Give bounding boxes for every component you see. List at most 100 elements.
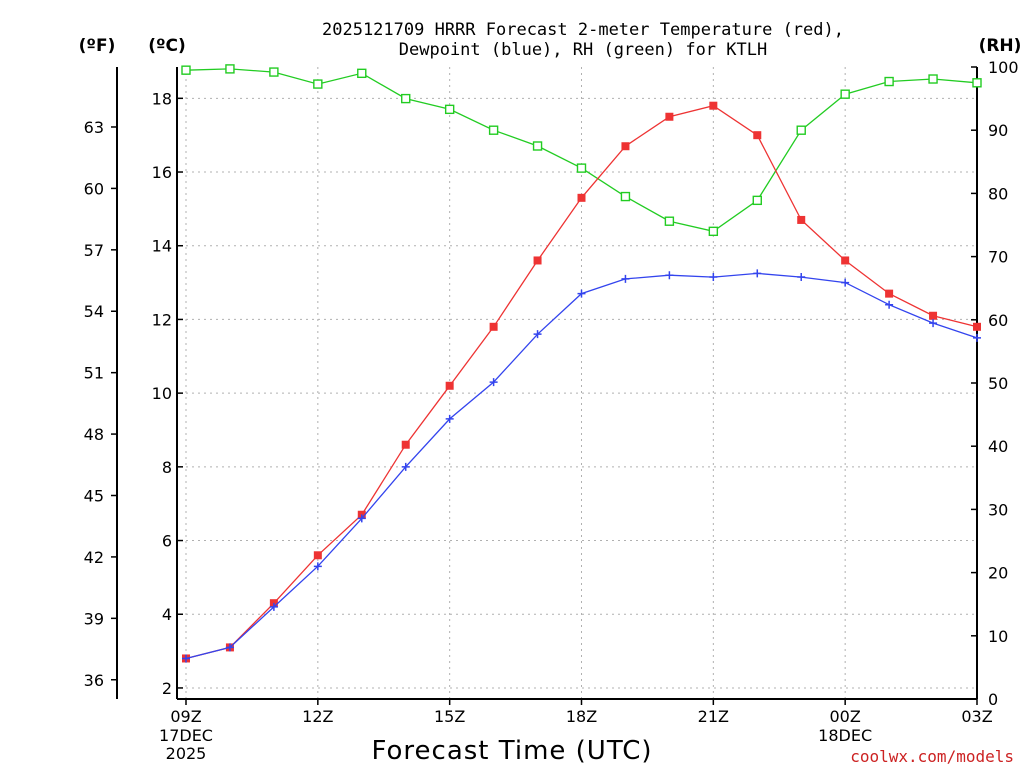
rh-tick-label: 0: [988, 690, 998, 709]
temp-point: [533, 256, 542, 265]
rh-point: [972, 78, 982, 88]
temp-point: [621, 142, 630, 151]
temp-point: [577, 193, 586, 202]
series-dew: [182, 269, 981, 663]
temp-point: [797, 215, 806, 224]
dewpoint-point: [577, 289, 586, 298]
dewpoint-point: [489, 378, 498, 387]
series-layer: [181, 64, 982, 663]
celsius-tick-label: 18: [152, 89, 172, 108]
rh-tick-label: 20: [988, 564, 1008, 583]
fahrenheit-tick-label: 51: [84, 364, 104, 383]
dewpoint-point: [841, 278, 850, 287]
fahrenheit-tick-label: 63: [84, 118, 104, 137]
x-tick-label: 09Z: [170, 707, 201, 726]
x-tick-label: 03Z: [961, 707, 992, 726]
dewpoint-point: [885, 300, 894, 309]
rh-tick-label: 50: [988, 374, 1008, 393]
celsius-tick-label: 16: [152, 163, 172, 182]
rh-point: [444, 104, 455, 115]
rh-point: [840, 89, 850, 99]
rh-point: [401, 93, 411, 104]
temp-point: [753, 131, 762, 140]
rh-point: [225, 64, 235, 74]
dewpoint-point: [225, 643, 234, 652]
celsius-tick-label: 8: [162, 458, 172, 477]
rh-point: [181, 65, 191, 75]
rh-point: [269, 67, 279, 77]
temp-point: [489, 322, 498, 331]
chart-title-line-1: 2025121709 HRRR Forecast 2-meter Tempera…: [322, 20, 844, 40]
rh-point: [752, 195, 762, 206]
temp-point: [885, 289, 894, 298]
x-date-label: 18DEC: [818, 726, 872, 745]
fahrenheit-axis-unit: (ºF): [79, 36, 116, 56]
rh-point: [664, 216, 675, 226]
dewpoint-point: [533, 330, 542, 339]
x-axis-title: Forecast Time (UTC): [371, 736, 652, 766]
celsius-tick-label: 10: [152, 384, 172, 403]
celsius-tick-label: 12: [152, 310, 172, 329]
rh-point: [357, 68, 367, 79]
source-credit: coolwx.com/models: [850, 747, 1014, 766]
dewpoint-point: [621, 274, 630, 283]
x-tick-label: 18Z: [566, 707, 597, 726]
temp-point: [445, 381, 454, 390]
fahrenheit-tick-label: 54: [84, 302, 104, 321]
dewpoint-point: [973, 333, 981, 342]
temp-point: [401, 440, 410, 449]
axes-layer: [116, 67, 978, 700]
rh-tick-label: 30: [988, 500, 1008, 519]
celsius-tick-label: 2: [162, 679, 172, 698]
rh-tick-label: 40: [988, 437, 1008, 456]
fahrenheit-tick-label: 39: [84, 609, 104, 628]
fahrenheit-tick-label: 60: [84, 179, 104, 198]
x-tick-label: 21Z: [698, 707, 729, 726]
dewpoint-point: [665, 271, 674, 280]
chart-title-line-2: Dewpoint (blue), RH (green) for KTLH: [399, 40, 767, 60]
dewpoint-point: [401, 462, 410, 471]
rh-tick-label: 10: [988, 627, 1008, 646]
dewpoint-point: [182, 654, 190, 663]
celsius-axis-unit: (ºC): [148, 36, 186, 56]
grid-layer: [185, 67, 978, 699]
rh-point: [796, 125, 806, 135]
rh-point: [488, 125, 499, 135]
rh-point: [928, 74, 938, 84]
dewpoint-point: [313, 562, 322, 571]
dewpoint-point: [269, 602, 278, 611]
fahrenheit-tick-label: 45: [84, 486, 104, 505]
dewpoint-point: [753, 269, 762, 278]
dewpoint-point: [445, 414, 454, 423]
rh-point: [708, 226, 719, 237]
rh-axis-unit: (RH): [979, 36, 1022, 56]
dewpoint-point: [797, 273, 806, 282]
x-date-label: 2025: [166, 744, 207, 763]
fahrenheit-tick-label: 36: [84, 671, 104, 690]
temp-point: [841, 256, 850, 265]
x-tick-label: 12Z: [302, 707, 333, 726]
series-rh: [181, 64, 982, 237]
rh-tick-label: 60: [988, 311, 1008, 330]
temp-point: [973, 322, 981, 331]
x-date-label: 17DEC: [159, 726, 213, 745]
temp-point: [313, 551, 322, 560]
rh-point: [576, 163, 587, 173]
rh-tick-label: 90: [988, 121, 1008, 140]
x-tick-label: 00Z: [830, 707, 861, 726]
series-temp: [182, 101, 981, 663]
rh-point: [532, 141, 543, 151]
dewpoint-point: [357, 514, 366, 523]
celsius-tick-label: 6: [162, 532, 172, 551]
rh-tick-label: 70: [988, 248, 1008, 267]
rh-point: [313, 79, 323, 89]
ticks-layer: 36 39 42 45 48 51 54 57 60 63 2 4 6 8 10 12 14 16 18 0 10 20 3…: [84, 58, 1019, 763]
rh-point: [884, 76, 894, 87]
temp-point: [929, 311, 938, 320]
temp-point: [709, 101, 718, 110]
dewpoint-point: [929, 319, 938, 328]
x-tick-label: 15Z: [434, 707, 465, 726]
dewpoint-point: [709, 273, 718, 282]
rh-tick-label: 80: [988, 184, 1008, 203]
